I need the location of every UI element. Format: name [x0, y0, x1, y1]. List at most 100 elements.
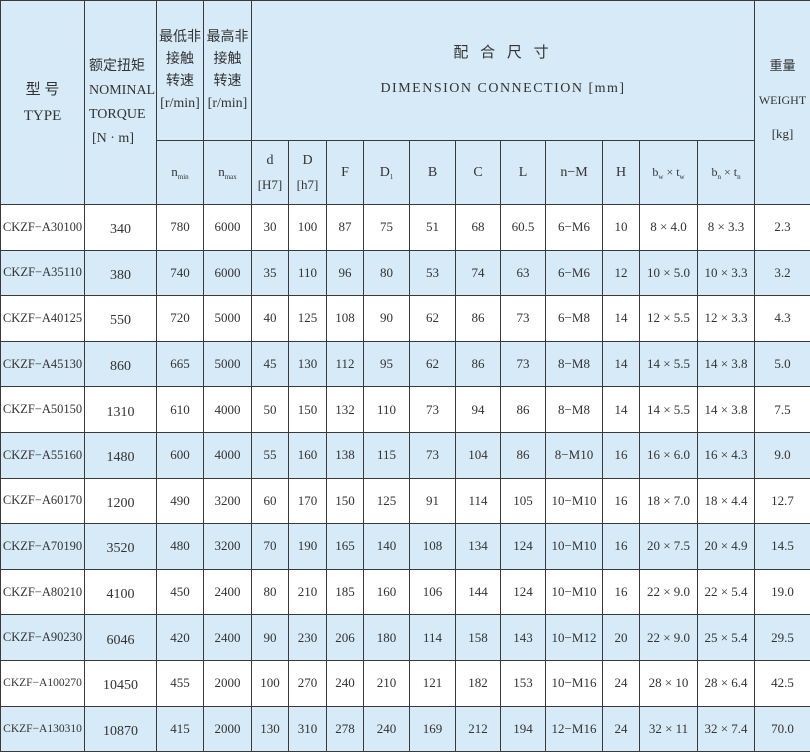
cell-n-M: 8−M8 — [546, 387, 603, 433]
cell-n-min: 600 — [157, 432, 204, 478]
cell-B: 169 — [410, 706, 456, 752]
cell-n-M: 6−M8 — [546, 296, 603, 342]
cell-F: 206 — [327, 615, 364, 661]
cell-H: 14 — [603, 341, 640, 387]
cell-d: 70 — [252, 524, 289, 570]
cell-C: 144 — [456, 569, 501, 615]
cell-type: CKZF−A90230 — [1, 615, 85, 661]
cell-bn-tn: 14 × 3.8 — [698, 387, 755, 433]
cell-bn-tn: 25 × 5.4 — [698, 615, 755, 661]
cell-L: 105 — [501, 478, 546, 524]
cell-B: 91 — [410, 478, 456, 524]
cell-n-max: 2400 — [204, 569, 252, 615]
cell-D: 210 — [289, 569, 327, 615]
cell-bw-tw: 28 × 10 — [640, 660, 698, 706]
cell-D: 310 — [289, 706, 327, 752]
cell-H: 24 — [603, 706, 640, 752]
cell-D1: 90 — [364, 296, 410, 342]
header-dim-1: D[h7] — [289, 141, 327, 205]
cell-weight: 7.5 — [755, 387, 810, 433]
cell-D1: 80 — [364, 250, 410, 296]
cell-B: 62 — [410, 341, 456, 387]
n-max-sub: max — [225, 173, 237, 181]
cell-n-min: 455 — [157, 660, 204, 706]
cell-D: 170 — [289, 478, 327, 524]
header-dim-10: bn × tn — [698, 141, 755, 205]
header-dim-5: C — [456, 141, 501, 205]
cell-torque: 3520 — [85, 524, 157, 570]
weight-unit: [kg] — [755, 117, 810, 151]
cell-C: 94 — [456, 387, 501, 433]
cell-D: 190 — [289, 524, 327, 570]
cell-type: CKZF−A130310 — [1, 706, 85, 752]
cell-D: 130 — [289, 341, 327, 387]
cell-n-max: 6000 — [204, 205, 252, 251]
cell-H: 16 — [603, 478, 640, 524]
cell-H: 24 — [603, 660, 640, 706]
cell-L: 73 — [501, 296, 546, 342]
header-dim-7: n−M — [546, 141, 603, 205]
cell-d: 40 — [252, 296, 289, 342]
cell-weight: 19.0 — [755, 569, 810, 615]
cell-n-min: 420 — [157, 615, 204, 661]
min-speed-unit: [r/min] — [157, 93, 203, 115]
cell-torque: 1480 — [85, 432, 157, 478]
cell-type: CKZF−A60170 — [1, 478, 85, 524]
cell-D1: 95 — [364, 341, 410, 387]
dim-symbol: F — [341, 165, 349, 180]
weight-en: WEIGHT — [755, 83, 810, 117]
cell-bw-tw: 8 × 4.0 — [640, 205, 698, 251]
cell-n-min: 720 — [157, 296, 204, 342]
cell-n-max: 2000 — [204, 660, 252, 706]
cell-n-max: 6000 — [204, 250, 252, 296]
cell-type: CKZF−A45130 — [1, 341, 85, 387]
cell-B: 51 — [410, 205, 456, 251]
cell-H: 16 — [603, 432, 640, 478]
cell-weight: 2.3 — [755, 205, 810, 251]
max-speed-l2: 接触 — [204, 49, 251, 71]
cell-weight: 5.0 — [755, 341, 810, 387]
cell-F: 278 — [327, 706, 364, 752]
cell-type: CKZF−A80210 — [1, 569, 85, 615]
cell-D1: 125 — [364, 478, 410, 524]
cell-D1: 180 — [364, 615, 410, 661]
cell-C: 212 — [456, 706, 501, 752]
cell-n-max: 2400 — [204, 615, 252, 661]
cell-L: 60.5 — [501, 205, 546, 251]
cell-H: 10 — [603, 205, 640, 251]
cell-B: 108 — [410, 524, 456, 570]
cell-C: 86 — [456, 296, 501, 342]
cell-d: 80 — [252, 569, 289, 615]
cell-torque: 10870 — [85, 706, 157, 752]
cell-bw-tw: 10 × 5.0 — [640, 250, 698, 296]
cell-C: 134 — [456, 524, 501, 570]
cell-bw-tw: 14 × 5.5 — [640, 341, 698, 387]
header-torque: 额定扭矩 NOMINAL TORQUE [N · m] — [85, 1, 157, 205]
cell-n-M: 10−M10 — [546, 569, 603, 615]
cell-H: 14 — [603, 387, 640, 433]
cell-n-max: 3200 — [204, 478, 252, 524]
cell-F: 108 — [327, 296, 364, 342]
torque-en2: TORQUE — [89, 103, 156, 127]
header-dim-6: L — [501, 141, 546, 205]
cell-C: 114 — [456, 478, 501, 524]
cell-D: 160 — [289, 432, 327, 478]
cell-bw-tw: 22 × 9.0 — [640, 569, 698, 615]
cell-bn-tn: 12 × 3.3 — [698, 296, 755, 342]
cell-n-min: 415 — [157, 706, 204, 752]
cell-D1: 110 — [364, 387, 410, 433]
cell-n-min: 450 — [157, 569, 204, 615]
cell-bn-tn: 10 × 3.3 — [698, 250, 755, 296]
min-speed-l1: 最低非 — [157, 27, 203, 49]
dim-symbol: d — [252, 149, 288, 173]
cell-torque: 550 — [85, 296, 157, 342]
cell-d: 50 — [252, 387, 289, 433]
header-n-max: nmax — [204, 141, 252, 205]
cell-bw-tw: 18 × 7.0 — [640, 478, 698, 524]
torque-unit: [N · m] — [89, 127, 156, 151]
